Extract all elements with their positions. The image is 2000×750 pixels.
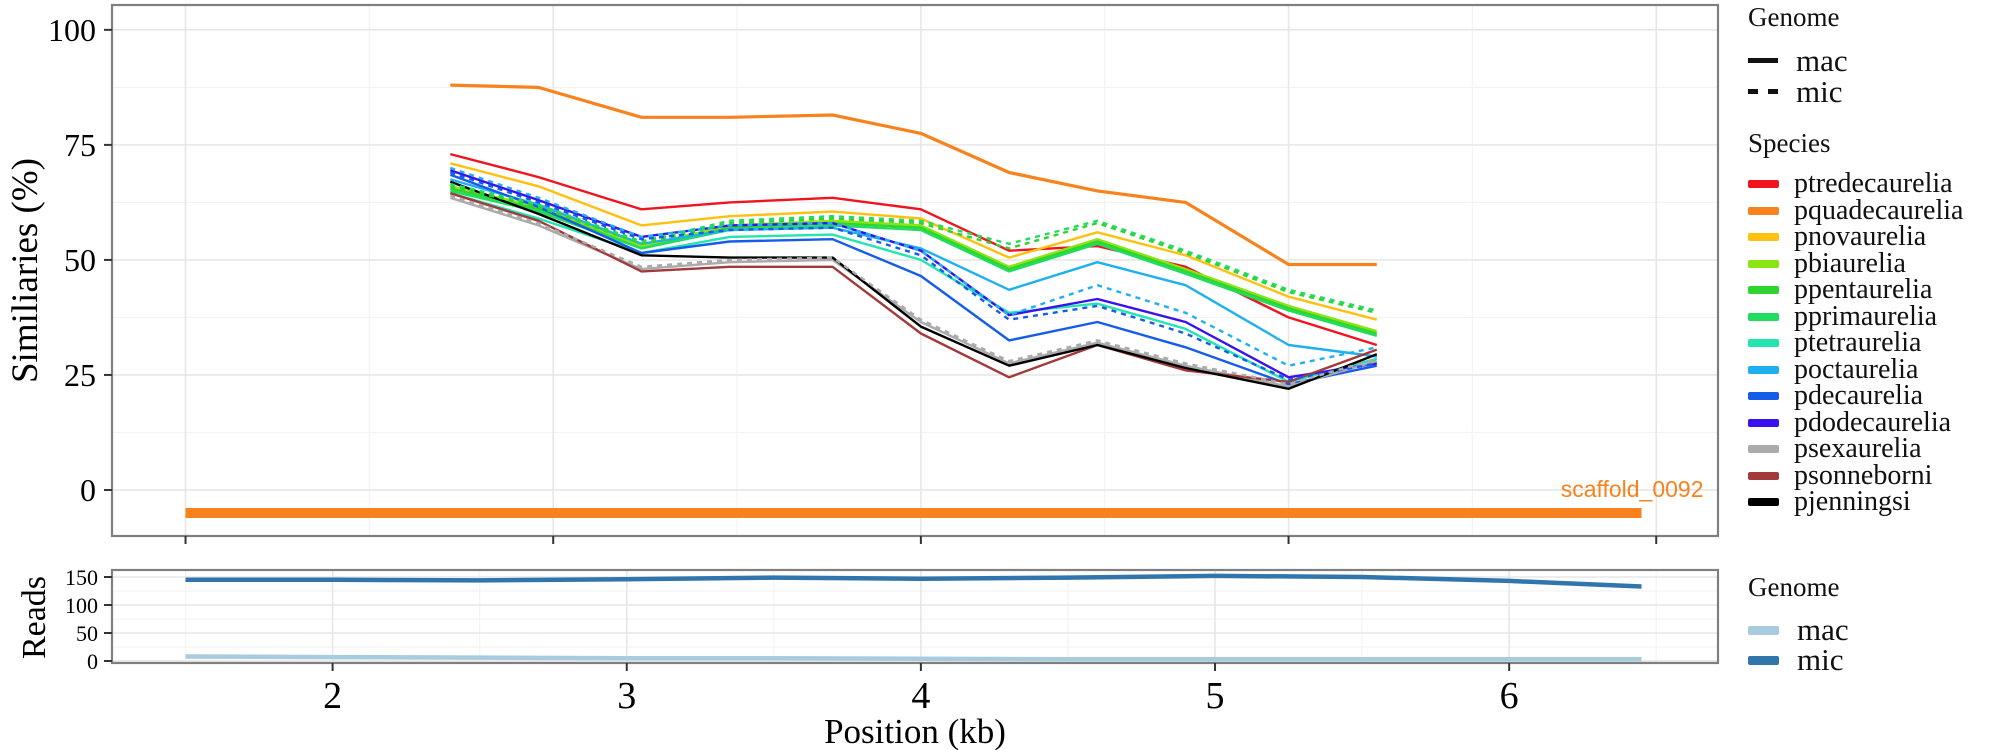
main-y-tick-label: 25 <box>64 357 96 393</box>
legend-label: mic <box>1796 73 1843 109</box>
species-legend-item-psexaurelia: psexaurelia <box>1748 433 1998 465</box>
main-y-tick-label: 100 <box>48 12 96 48</box>
species-legend-items: ptredecaurelia pquadecaurelia pnovaurelia p… <box>1748 168 1998 518</box>
species-legend-title: Species <box>1748 128 1831 158</box>
reads-panel-bg <box>112 570 1718 663</box>
scaffold-label: scaffold_0092 <box>1561 476 1704 502</box>
color-swatch <box>1748 392 1779 401</box>
series-mic-mic <box>185 573 1642 589</box>
x-tick-label: 5 <box>1206 675 1225 717</box>
legend-label: pquadecaurelia <box>1794 194 1964 226</box>
legend-label: mic <box>1797 642 1844 677</box>
series-pnovaurelia-mac <box>449 162 1378 321</box>
species-legend: Species ptredecaurelia pquadecaurelia pnov… <box>1748 128 1998 518</box>
main-y-tick-label: 50 <box>64 242 96 278</box>
genome-bottom-legend-title: Genome <box>1748 572 1840 602</box>
genome-legend-title: Genome <box>1748 2 1840 32</box>
main-y-axis-title: Similiaries (%) <box>5 157 46 384</box>
species-legend-item-pdecaurelia: pdecaurelia <box>1748 380 1998 412</box>
color-swatch <box>1748 206 1779 215</box>
x-tick-label: 4 <box>911 675 930 717</box>
reads-panel-border <box>110 568 1720 665</box>
genome-bottom-legend-item-mic: mic <box>1748 642 1998 677</box>
series-pdecaurelia-mac <box>449 173 1378 386</box>
solid-line-swatch <box>1748 58 1778 63</box>
color-swatch <box>1748 655 1779 665</box>
reads-y-axis-title: Reads <box>16 575 53 660</box>
series-pdodecaurelia-mac <box>449 169 1377 379</box>
legend-label: pbiaurelia <box>1794 247 1906 279</box>
series-pquadecaurelia-mac <box>450 83 1377 267</box>
reads-y-tick-label: 100 <box>65 593 98 618</box>
reads-y-tick-label: 150 <box>65 565 98 590</box>
similarity-panel-bg <box>112 5 1718 536</box>
species-legend-item-pbiaurelia: pbiaurelia <box>1748 247 1998 279</box>
color-swatch <box>1748 312 1779 321</box>
main-y-tick-label: 0 <box>80 472 96 508</box>
species-legend-item-ppentaurelia: ppentaurelia <box>1748 274 1998 306</box>
legend-label: pdodecaurelia <box>1794 406 1952 438</box>
color-swatch <box>1748 233 1779 242</box>
species-legend-item-poctaurelia: poctaurelia <box>1748 353 1998 385</box>
color-swatch <box>1748 471 1779 480</box>
reads-y-tick-label: 0 <box>87 649 98 674</box>
legend-label: psonneborni <box>1794 459 1933 491</box>
legend-label: pjenningsi <box>1794 486 1911 518</box>
similarity-panel-border <box>110 3 1720 538</box>
legend-label: ptetraurelia <box>1794 327 1922 359</box>
reads-panel: 0 50 100 150 2 3 4 5 6 <box>65 565 1720 717</box>
color-swatch <box>1748 180 1779 189</box>
color-swatch <box>1748 259 1779 268</box>
species-legend-item-pnovaurelia: pnovaurelia <box>1748 221 1998 253</box>
reads-y-tick-label: 50 <box>76 621 98 646</box>
series-psexaurelia-mic <box>449 194 1378 386</box>
legend-label: poctaurelia <box>1794 353 1919 385</box>
legend-label: ptredecaurelia <box>1794 168 1953 200</box>
legend-label: psexaurelia <box>1794 433 1922 465</box>
color-swatch <box>1748 286 1779 295</box>
x-axis-title: Position (kb) <box>824 712 1006 750</box>
color-swatch <box>1748 339 1779 348</box>
genome-bottom-legend-items: mac mic <box>1748 612 1998 677</box>
genome-color-legend: Genome mac mic <box>1748 572 1998 677</box>
color-swatch <box>1748 365 1779 374</box>
species-legend-item-pdodecaurelia: pdodecaurelia <box>1748 406 1998 438</box>
genome-legend-item-mic: mic <box>1748 73 1998 109</box>
legend-label: mac <box>1797 612 1849 647</box>
series-ppentaurelia-mic <box>450 185 1378 314</box>
genome-legend-item-mac: mac <box>1748 42 1998 78</box>
legend-label: pnovaurelia <box>1794 221 1927 253</box>
legend-label: pprimaurelia <box>1794 300 1938 332</box>
x-tick-label: 3 <box>617 675 636 717</box>
similarity-panel: scaffold_0092 0 25 50 75 100 <box>48 3 1720 544</box>
color-swatch <box>1748 418 1779 427</box>
genome-bottom-legend-item-mac: mac <box>1748 612 1998 647</box>
series-pprimaurelia-mic <box>450 182 1378 312</box>
series-poctaurelia-mic <box>449 166 1378 367</box>
legend-label: ppentaurelia <box>1794 274 1933 306</box>
x-tick-label: 6 <box>1500 675 1519 717</box>
color-swatch <box>1748 445 1779 454</box>
series-mac-mac <box>185 654 1642 662</box>
species-legend-item-psonneborni: psonneborni <box>1748 459 1998 491</box>
legend-label: pdecaurelia <box>1794 380 1924 412</box>
legend-label: mac <box>1796 42 1848 78</box>
series-pbiaurelia-mac <box>450 185 1378 333</box>
dashed-line-swatch <box>1748 89 1778 94</box>
x-tick-label: 2 <box>323 675 342 717</box>
species-legend-item-pjenningsi: pjenningsi <box>1748 486 1998 518</box>
series-pprimaurelia-mac <box>450 189 1378 337</box>
species-legend-item-ptredecaurelia: ptredecaurelia <box>1748 168 1998 200</box>
series-pjenningsi-mac <box>449 180 1378 390</box>
species-legend-item-pquadecaurelia: pquadecaurelia <box>1748 194 1998 226</box>
main-y-tick-label: 75 <box>64 127 96 163</box>
color-swatch <box>1748 625 1779 635</box>
species-legend-item-pprimaurelia: pprimaurelia <box>1748 300 1998 332</box>
species-legend-item-ptetraurelia: ptetraurelia <box>1748 327 1998 359</box>
genome-linetype-legend: Genome mac mic <box>1748 2 1998 109</box>
genome-legend-items: mac mic <box>1748 42 1998 109</box>
color-swatch <box>1748 498 1779 507</box>
